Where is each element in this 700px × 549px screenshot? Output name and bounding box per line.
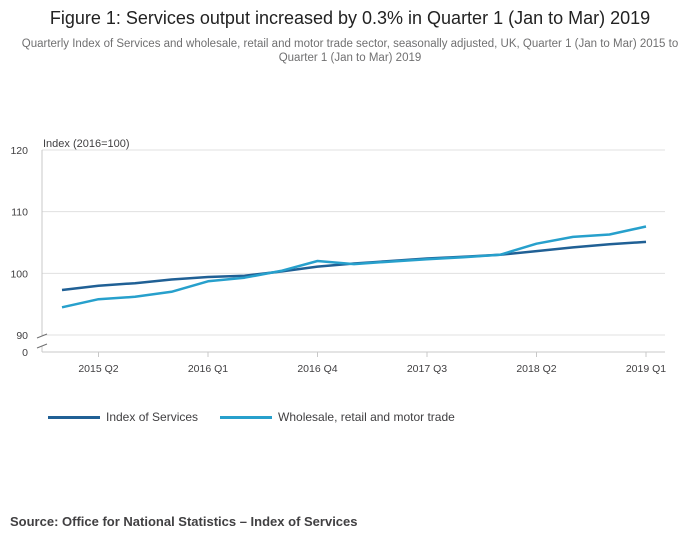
x-tick-label: 2016 Q1 — [188, 363, 228, 375]
line-chart: 120 110 100 90 0 2015 Q2 2016 Q1 2016 Q4 2017 Q… — [10, 138, 666, 375]
legend-swatch-wholesale-retail — [220, 415, 273, 419]
y-tick-label: 110 — [11, 207, 28, 219]
y-axis-ticks: 120 110 100 90 0 — [10, 145, 28, 359]
legend-item-index-of-services[interactable]: Index of Services — [48, 410, 198, 424]
y-tick-label: 90 — [16, 330, 28, 342]
series-line-index-of-services — [61, 240, 647, 292]
x-tick-label: 2015 Q2 — [78, 363, 118, 375]
legend-swatch-index-of-services — [48, 415, 100, 419]
y-axis-label: Index (2016=100) — [43, 138, 130, 150]
series-line-wholesale-retail — [61, 225, 647, 309]
chart-subtitle: Quarterly Index of Services and wholesal… — [21, 38, 679, 64]
y-tick-label-zero: 0 — [22, 347, 28, 359]
x-axis-ticks: 2015 Q2 2016 Q1 2016 Q4 2017 Q3 2018 Q2 2019 … — [78, 352, 666, 375]
legend-item-wholesale-retail[interactable]: Wholesale, retail and motor trade — [220, 410, 455, 424]
source-note: Source: Office for National Statistics –… — [10, 514, 358, 529]
x-tick-label: 2018 Q2 — [516, 363, 556, 375]
series-lines — [61, 225, 647, 309]
x-tick-label: 2019 Q1 — [626, 363, 666, 375]
gridlines — [36, 149, 665, 353]
legend-label-index-of-services: Index of Services — [106, 410, 199, 424]
y-tick-label: 100 — [10, 268, 28, 280]
y-tick-label: 120 — [10, 145, 28, 157]
legend-label-wholesale-retail: Wholesale, retail and motor trade — [278, 410, 455, 424]
axis-break-mark — [36, 333, 48, 339]
axis-break-mark — [36, 343, 48, 349]
legend: Index of Services Wholesale, retail and … — [48, 410, 477, 424]
x-tick-label: 2016 Q4 — [297, 363, 337, 375]
x-tick-label: 2017 Q3 — [407, 363, 447, 375]
chart-title: Figure 1: Services output increased by 0… — [49, 8, 651, 28]
